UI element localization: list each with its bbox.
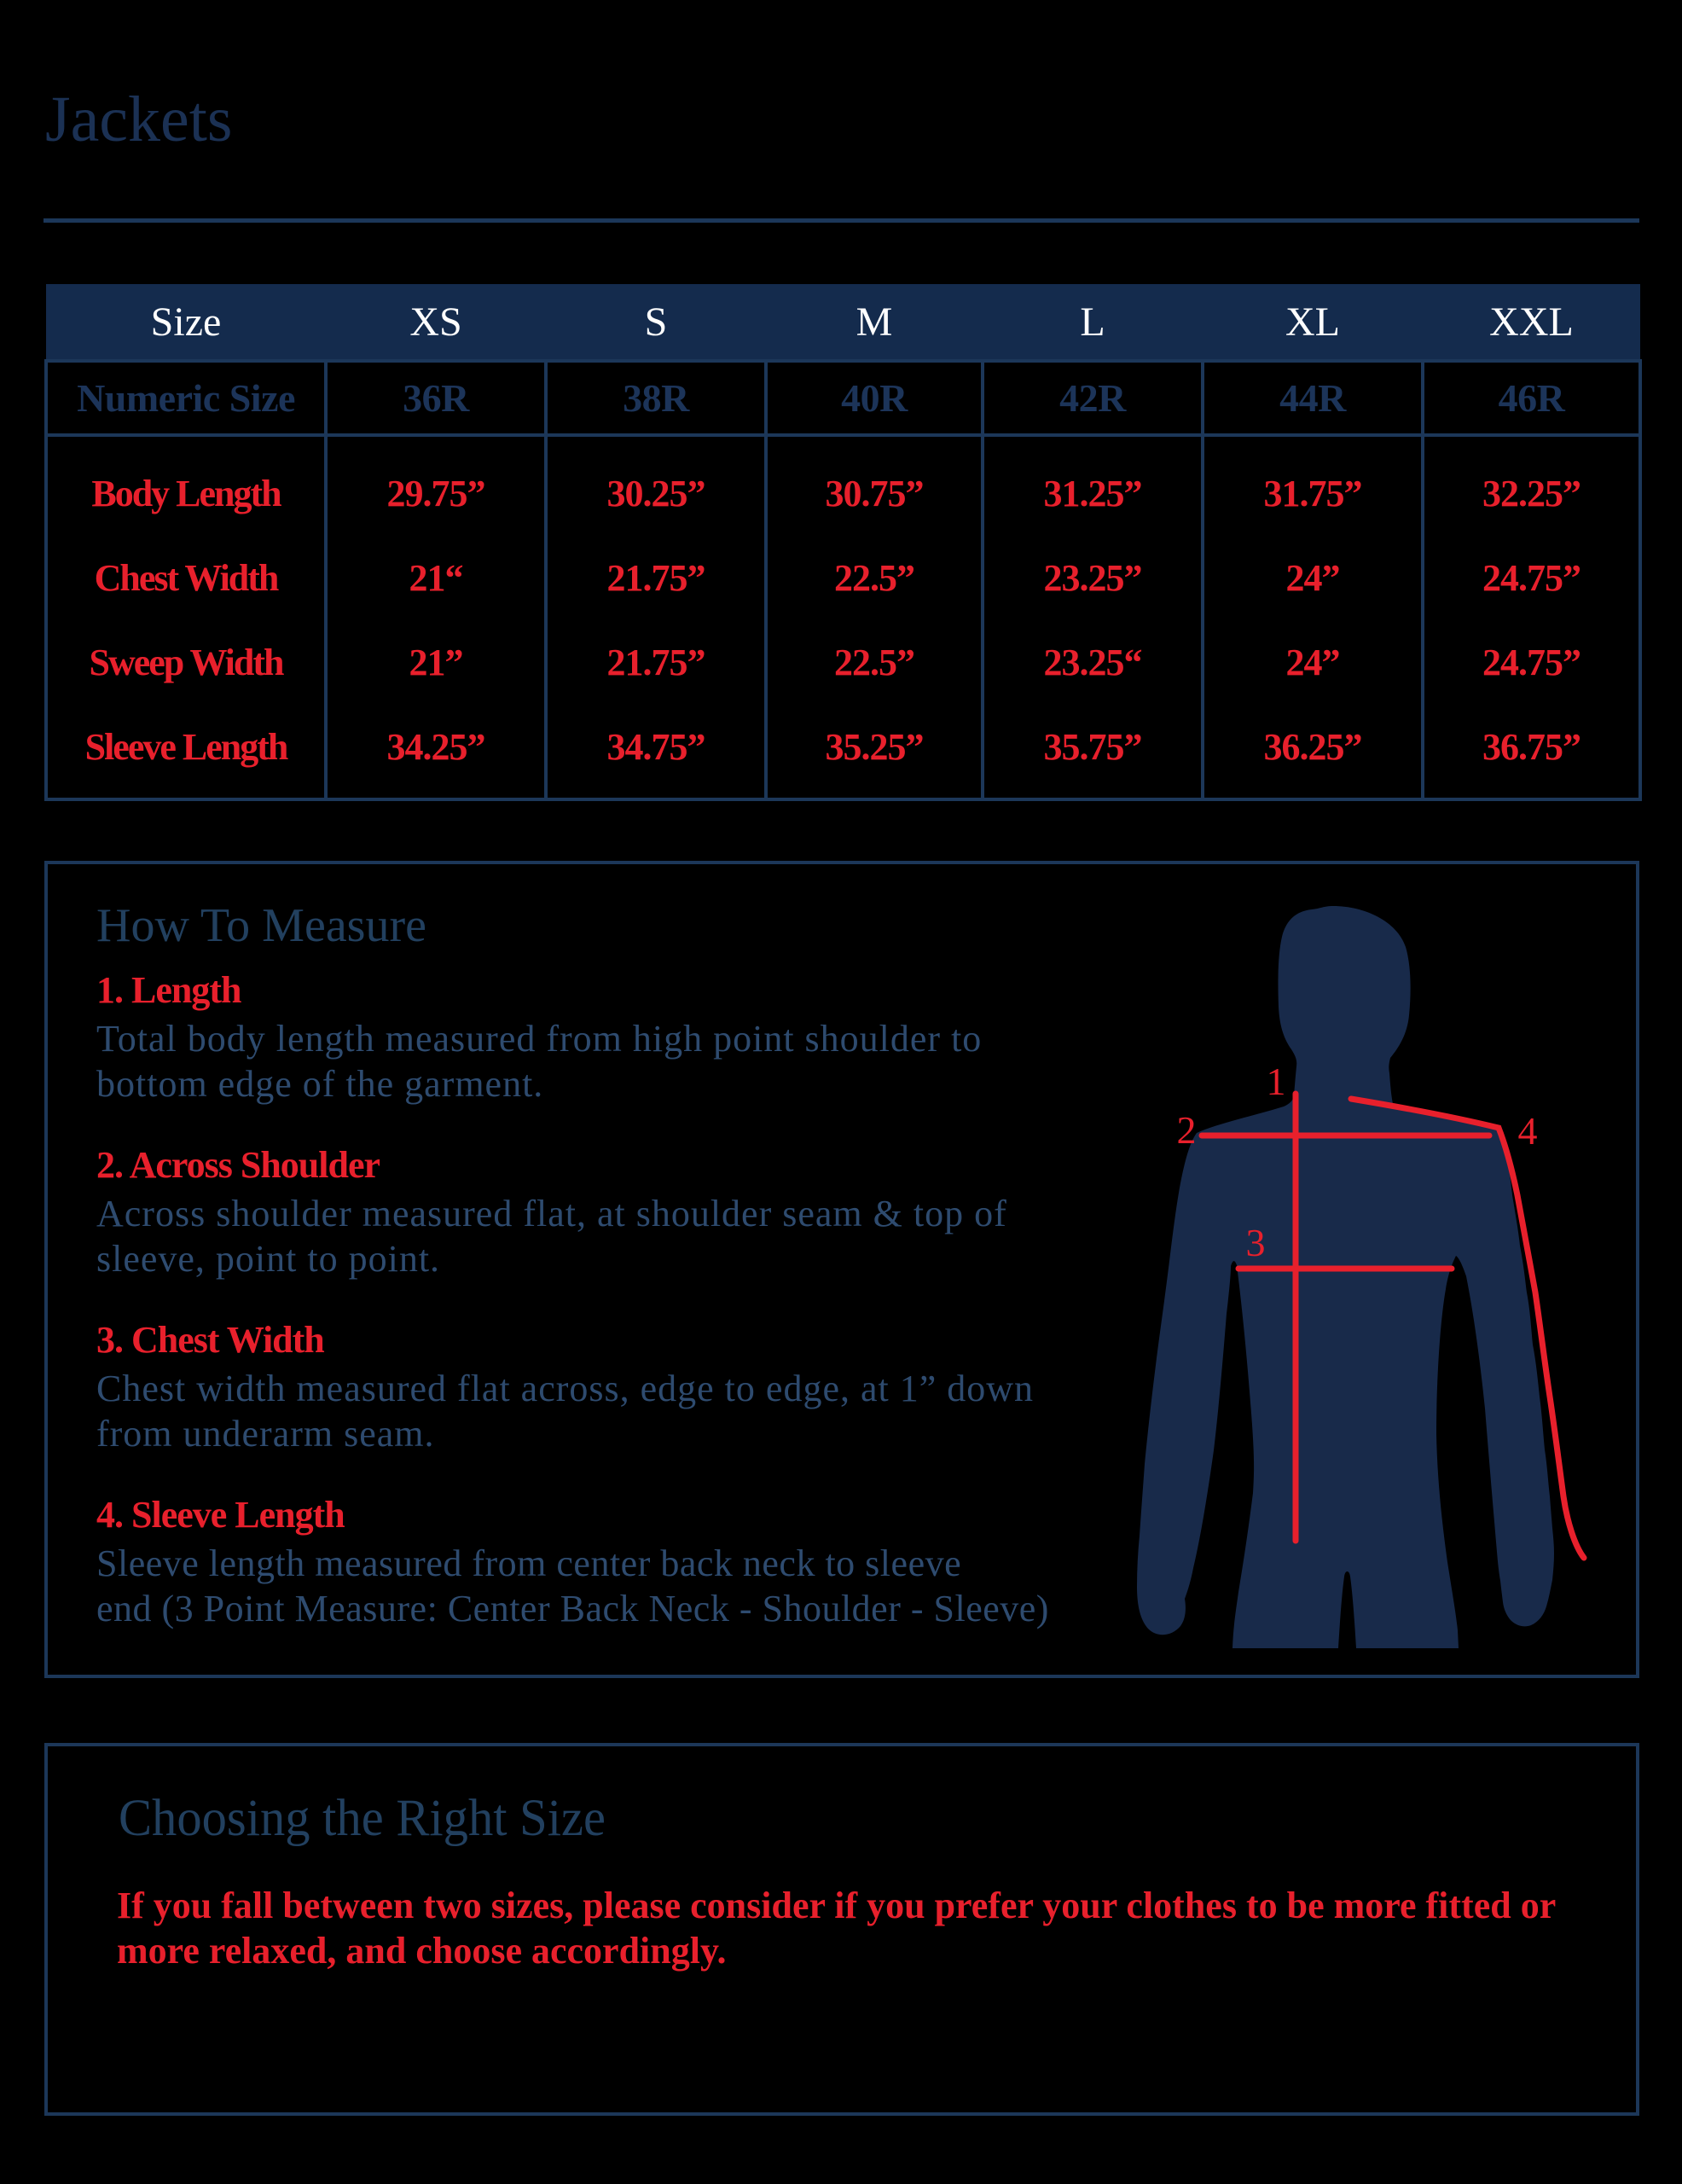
svg-text:2: 2 xyxy=(1177,1108,1197,1152)
svg-text:1: 1 xyxy=(1267,1060,1286,1103)
svg-text:4: 4 xyxy=(1518,1109,1538,1153)
svg-text:3: 3 xyxy=(1246,1221,1266,1264)
